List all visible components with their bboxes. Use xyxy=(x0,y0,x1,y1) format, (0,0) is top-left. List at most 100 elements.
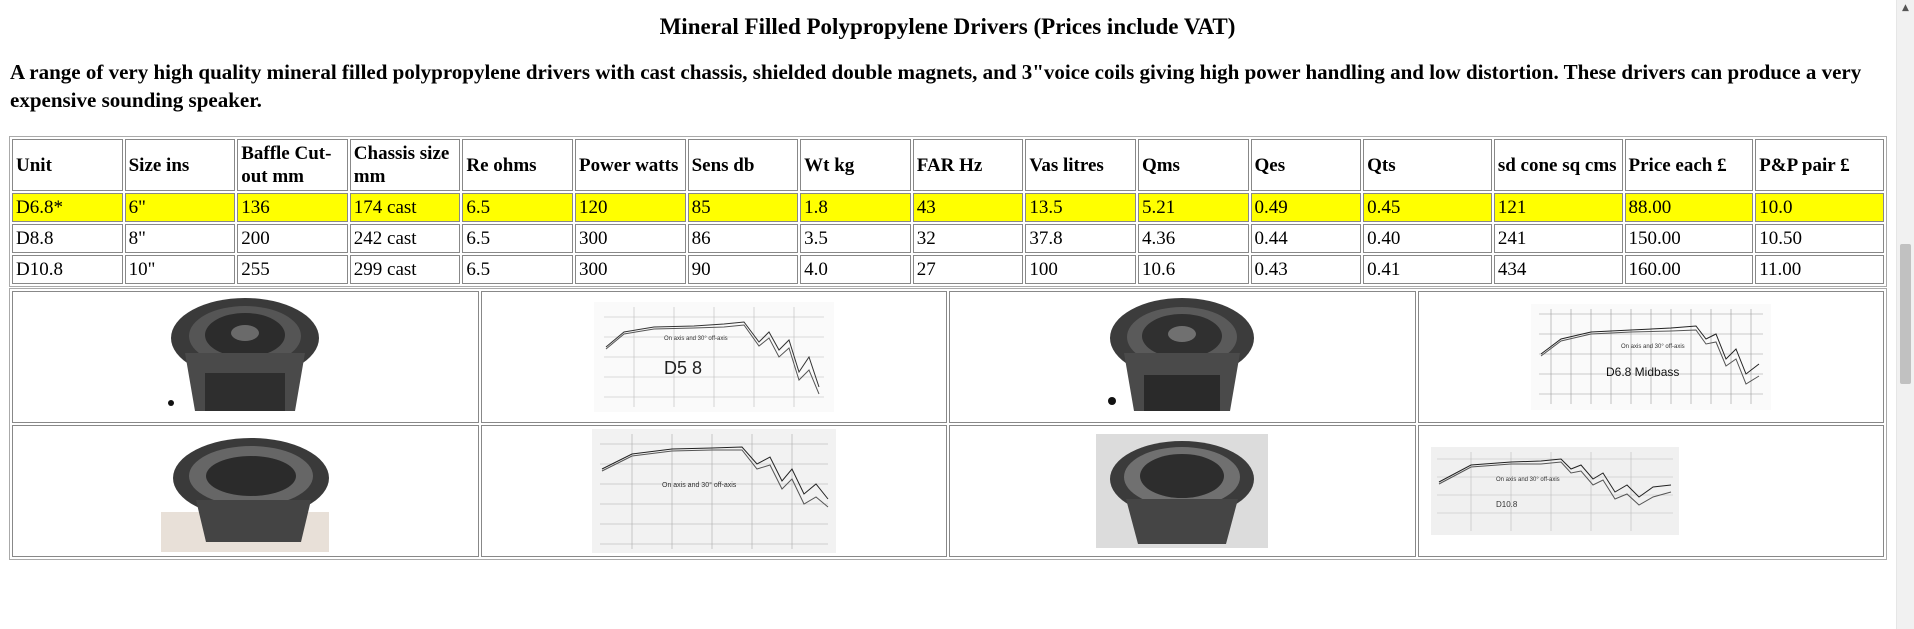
table-cell: 241 xyxy=(1493,224,1623,253)
graph-axis-note: On axis and 30° off-axis xyxy=(1496,477,1560,483)
frequency-response-graph: On axis and 30° off-axis D6.8 Midbass xyxy=(1530,304,1771,410)
vertical-scrollbar[interactable]: ▲ xyxy=(1896,0,1914,629)
table-cell: 299 cast xyxy=(349,255,461,284)
graph-axis-note: On axis and 30° off-axis xyxy=(1621,344,1685,350)
table-cell: 27 xyxy=(912,255,1024,284)
driver-photo xyxy=(165,293,326,421)
table-cell: 3.5 xyxy=(800,224,911,253)
table-cell: 86 xyxy=(687,224,799,253)
table-cell: 0.40 xyxy=(1363,224,1492,253)
table-cell: 160.00 xyxy=(1624,255,1754,284)
table-header-cell: Qms xyxy=(1137,139,1249,191)
table-cell: 10.6 xyxy=(1137,255,1249,284)
table-cell: 85 xyxy=(687,193,799,222)
scroll-up-icon[interactable]: ▲ xyxy=(1902,3,1909,13)
specs-table: Unit Size ins Baffle Cut-out mm Chassis … xyxy=(9,136,1887,287)
table-cell: 5.21 xyxy=(1137,193,1249,222)
table-header-cell: Re ohms xyxy=(462,139,573,191)
driver-photo xyxy=(161,430,330,552)
table-header-cell: Chassis size mm xyxy=(349,139,461,191)
table-cell: 0.43 xyxy=(1250,255,1362,284)
image-row: On axis and 30° off-axis D5 8 xyxy=(12,291,1884,423)
table-header-cell: Sens db xyxy=(687,139,799,191)
graph-model-label: D5 8 xyxy=(664,358,702,378)
table-cell: 300 xyxy=(574,255,686,284)
table-header-cell: FAR Hz xyxy=(912,139,1024,191)
table-cell: D6.8* xyxy=(12,193,123,222)
table-cell: 43 xyxy=(912,193,1024,222)
table-cell: 136 xyxy=(237,193,348,222)
driver-photo xyxy=(1102,293,1263,421)
table-cell: 13.5 xyxy=(1025,193,1136,222)
table-cell: 121 xyxy=(1493,193,1623,222)
graph-model-label: D10.8 xyxy=(1496,500,1518,509)
graph-model-label: D6.8 Midbass xyxy=(1606,365,1679,379)
image-cell xyxy=(949,425,1416,557)
graph-axis-note: On axis and 30° off-axis xyxy=(662,481,737,489)
image-cell xyxy=(949,291,1416,423)
table-row: D8.8 8" 200 242 cast 6.5 300 86 3.5 32 3… xyxy=(12,224,1884,253)
table-header-cell: Qts xyxy=(1363,139,1492,191)
table-cell: 32 xyxy=(912,224,1024,253)
frequency-response-graph: On axis and 30° off-axis D10.8 xyxy=(1430,447,1679,535)
driver-photo xyxy=(1096,434,1269,548)
table-cell: 150.00 xyxy=(1624,224,1754,253)
table-cell: 10.50 xyxy=(1755,224,1884,253)
graph-axis-note: On axis and 30° off-axis xyxy=(664,336,728,342)
table-cell: 4.0 xyxy=(800,255,911,284)
image-cell: On axis and 30° off-axis D10.8 xyxy=(1417,425,1884,557)
table-row: D6.8* 6" 136 174 cast 6.5 120 85 1.8 43 … xyxy=(12,193,1884,222)
table-header-cell: Unit xyxy=(12,139,123,191)
table-cell: 11.00 xyxy=(1755,255,1884,284)
table-cell: 200 xyxy=(237,224,348,253)
table-cell: 1.8 xyxy=(800,193,911,222)
table-cell: 0.41 xyxy=(1363,255,1492,284)
table-header-cell: Price each £ xyxy=(1624,139,1754,191)
table-header-cell: Qes xyxy=(1250,139,1362,191)
table-cell: D10.8 xyxy=(12,255,123,284)
table-cell: 4.36 xyxy=(1137,224,1249,253)
page-title: Mineral Filled Polypropylene Drivers (Pr… xyxy=(659,14,1236,39)
frequency-response-graph: On axis and 30° off-axis xyxy=(591,429,836,553)
table-cell: 6.5 xyxy=(462,193,573,222)
table-header-row: Unit Size ins Baffle Cut-out mm Chassis … xyxy=(12,139,1884,191)
image-cell: On axis and 30° off-axis D5 8 xyxy=(480,291,947,423)
table-cell: 6.5 xyxy=(462,255,573,284)
table-cell: 242 cast xyxy=(349,224,461,253)
image-cell xyxy=(12,425,479,557)
table-cell: 10.0 xyxy=(1755,193,1884,222)
table-cell: 100 xyxy=(1025,255,1136,284)
table-cell: 300 xyxy=(574,224,686,253)
table-cell: 120 xyxy=(574,193,686,222)
table-row: D10.8 10" 255 299 cast 6.5 300 90 4.0 27… xyxy=(12,255,1884,284)
scrollbar-thumb[interactable] xyxy=(1900,244,1911,384)
table-cell: 10" xyxy=(124,255,236,284)
table-cell: 174 cast xyxy=(349,193,461,222)
table-cell: 8" xyxy=(124,224,236,253)
table-cell: 90 xyxy=(687,255,799,284)
table-header-cell: P&P pair £ xyxy=(1755,139,1884,191)
table-cell: 37.8 xyxy=(1025,224,1136,253)
table-header-cell: Vas litres xyxy=(1025,139,1136,191)
table-cell: 88.00 xyxy=(1624,193,1754,222)
table-cell: 255 xyxy=(237,255,348,284)
table-cell: D8.8 xyxy=(12,224,123,253)
table-header-cell: Baffle Cut-out mm xyxy=(237,139,348,191)
image-row: On axis and 30° off-axis xyxy=(12,425,1884,557)
table-cell: 0.44 xyxy=(1250,224,1362,253)
images-table: On axis and 30° off-axis D5 8 xyxy=(9,288,1887,560)
page: Mineral Filled Polypropylene Drivers (Pr… xyxy=(0,0,1895,560)
image-cell xyxy=(12,291,479,423)
table-header-cell: Size ins xyxy=(124,139,236,191)
frequency-response-graph: On axis and 30° off-axis D5 8 xyxy=(593,302,834,412)
image-cell: On axis and 30° off-axis D6.8 Midbass xyxy=(1417,291,1884,423)
table-cell: 0.49 xyxy=(1250,193,1362,222)
table-cell: 0.45 xyxy=(1363,193,1492,222)
table-cell: 6.5 xyxy=(462,224,573,253)
table-header-cell: Wt kg xyxy=(800,139,911,191)
image-cell: On axis and 30° off-axis xyxy=(480,425,947,557)
table-cell: 434 xyxy=(1493,255,1623,284)
table-cell: 6" xyxy=(124,193,236,222)
table-header-cell: Power watts xyxy=(574,139,686,191)
table-header-cell: sd cone sq cms xyxy=(1493,139,1623,191)
